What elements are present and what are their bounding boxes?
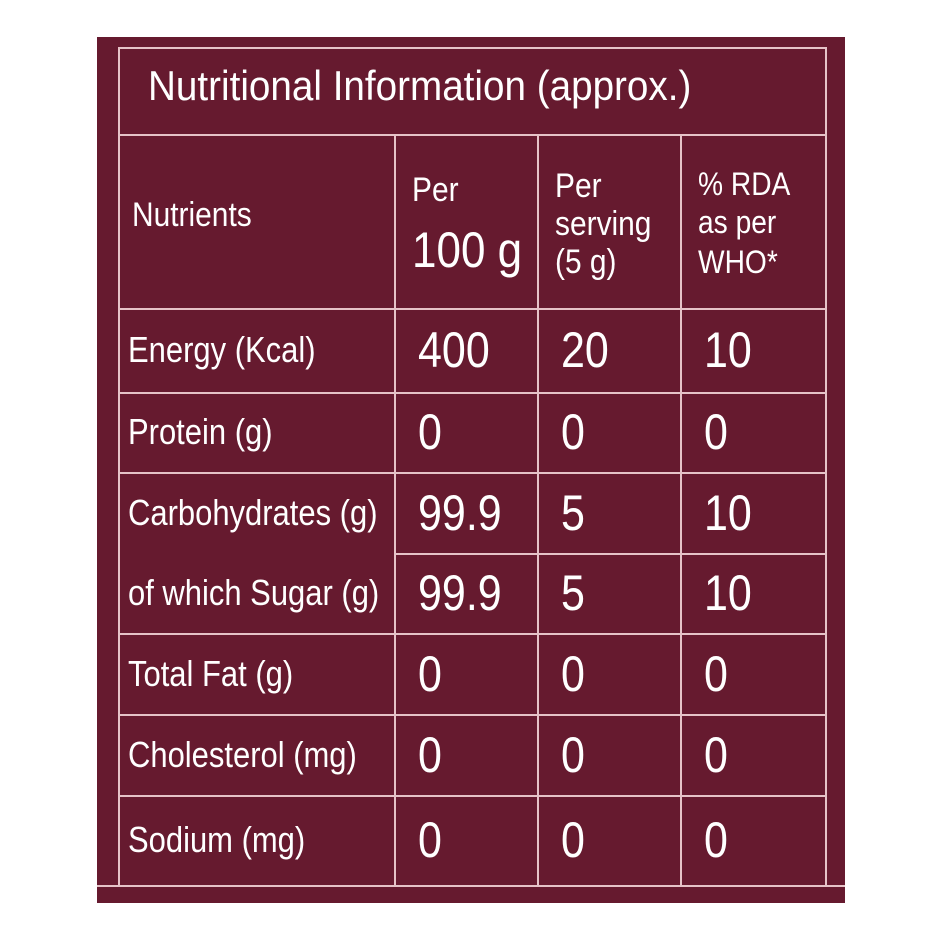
row-line — [394, 553, 826, 555]
nutrient-value: 99.9 — [418, 565, 502, 621]
nutrient-value: 0 — [704, 404, 728, 460]
column-header: serving — [555, 205, 652, 243]
nutrient-value: 0 — [418, 404, 442, 460]
nutrient-value: 0 — [561, 726, 585, 783]
nutrient-value: 10 — [704, 565, 752, 621]
column-line — [680, 135, 682, 885]
column-header: WHO* — [698, 244, 778, 280]
row-line — [118, 308, 826, 310]
border — [118, 134, 826, 136]
row-line — [118, 633, 826, 635]
nutrient-value: 0 — [704, 645, 728, 702]
column-header: % RDA — [698, 166, 791, 202]
nutrient-value: 0 — [561, 812, 585, 868]
row-line — [118, 795, 826, 797]
nutrient-name: Carbohydrates (g) — [128, 491, 378, 533]
nutrient-value: 400 — [418, 322, 490, 378]
nutrient-value: 5 — [561, 565, 585, 621]
border — [118, 47, 120, 885]
nutrient-value: 10 — [704, 322, 752, 378]
nutrient-name: of which Sugar (g) — [128, 572, 380, 613]
nutrient-value: 0 — [704, 726, 728, 783]
label-panel — [97, 37, 845, 903]
nutrient-value: 0 — [704, 812, 728, 868]
table-title: Nutritional Information (approx.) — [148, 62, 692, 109]
nutrient-value: 0 — [418, 726, 442, 783]
column-header: (5 g) — [555, 243, 617, 281]
nutrient-value: 0 — [561, 404, 585, 460]
row-line — [118, 472, 826, 474]
column-header: 100 g — [412, 222, 523, 278]
nutrient-name: Total Fat (g) — [128, 652, 294, 694]
row-line — [118, 714, 826, 716]
border — [825, 47, 827, 885]
border — [118, 47, 826, 49]
nutrient-name: Sodium (mg) — [128, 819, 306, 860]
nutrient-value: 10 — [704, 484, 752, 541]
nutrient-name: Cholesterol (mg) — [128, 733, 357, 775]
nutrient-value: 0 — [561, 645, 585, 702]
column-line — [537, 135, 539, 885]
column-header: Per — [412, 171, 459, 209]
border — [97, 885, 845, 887]
nutrient-value: 5 — [561, 484, 585, 541]
nutrient-name: Energy (Kcal) — [128, 329, 316, 370]
nutrient-value: 99.9 — [418, 484, 502, 541]
column-header: Per — [555, 167, 602, 205]
row-line — [118, 392, 826, 394]
column-line — [394, 135, 396, 885]
nutrient-value: 20 — [561, 322, 609, 378]
nutrient-value: 0 — [418, 645, 442, 702]
nutrient-value: 0 — [418, 812, 442, 868]
nutrient-name: Protein (g) — [128, 411, 273, 452]
column-header: as per — [698, 204, 777, 240]
column-header: Nutrients — [132, 196, 252, 234]
